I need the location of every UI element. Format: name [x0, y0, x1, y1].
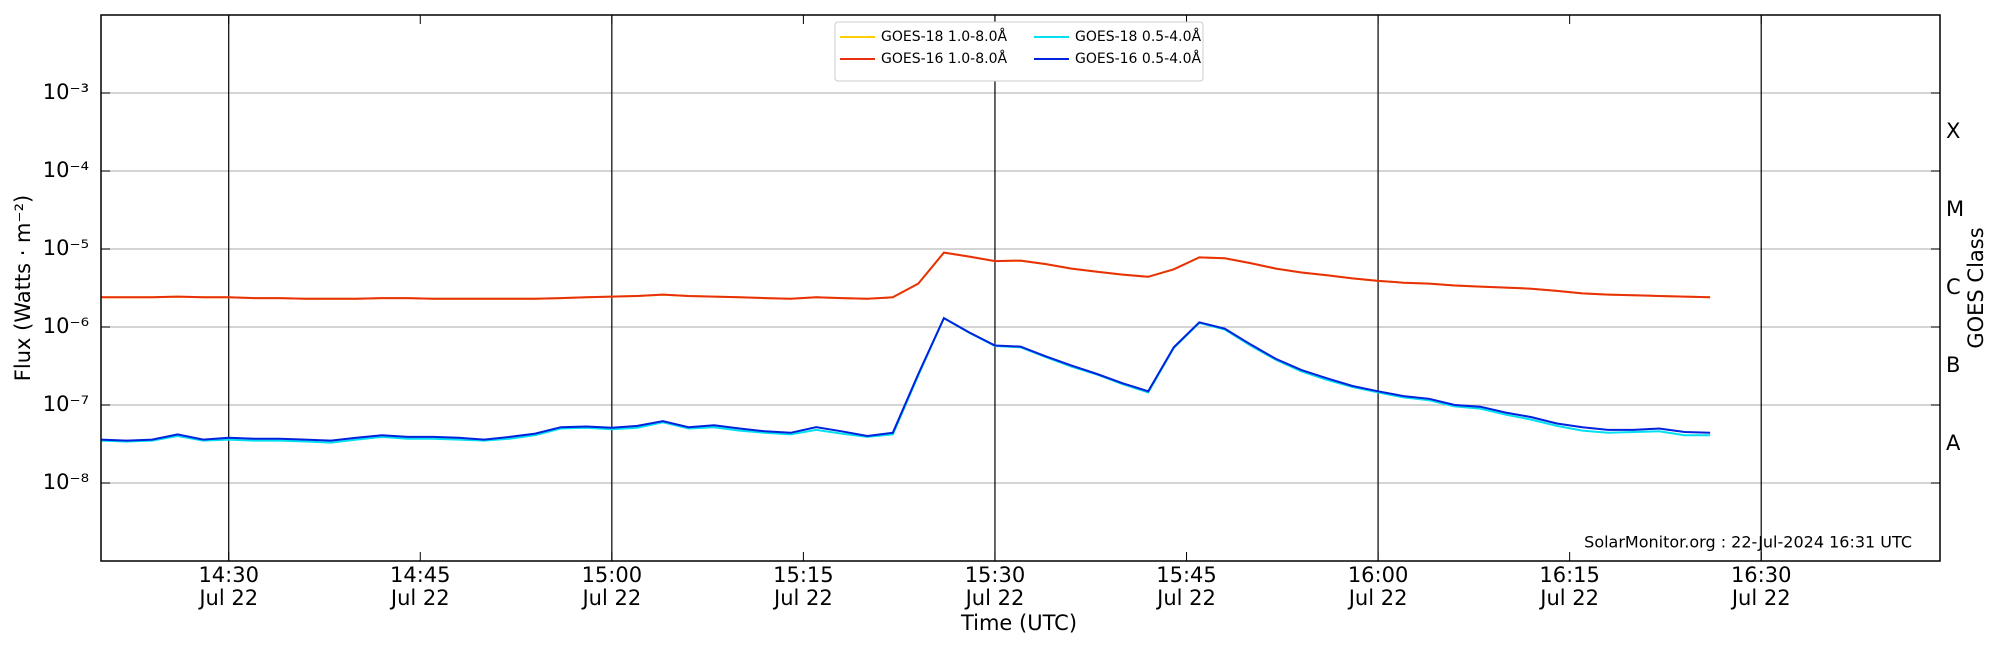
series-line [100, 316, 1711, 444]
x-tick-label: 14:30 [198, 563, 259, 587]
y2-axis-label: GOES Class [1964, 227, 1988, 348]
x-tick-label: 16:15 [1539, 563, 1600, 587]
legend-label: GOES-18 1.0-8.0Å [881, 28, 1007, 45]
x-tick-label: 15:15 [773, 563, 834, 587]
x-tick-date: Jul 22 [389, 586, 450, 610]
series-line [100, 316, 1711, 442]
x-tick-date: Jul 22 [1347, 586, 1408, 610]
y-axis-label: Flux (Watts · m⁻²) [11, 195, 35, 381]
series-line [101, 251, 1711, 300]
x-tick-label: 15:45 [1156, 563, 1217, 587]
legend-label: GOES-18 0.5-4.0Å [1075, 28, 1201, 45]
y-tick-label: 10⁻⁵ [43, 236, 89, 260]
x-tick-label: 16:00 [1348, 563, 1409, 587]
legend-label: GOES-16 1.0-8.0Å [881, 50, 1007, 67]
plot-frame [100, 14, 1941, 562]
x-tick-date: Jul 22 [772, 586, 833, 610]
y2-tick-label: B [1946, 353, 1960, 377]
legend: GOES-18 1.0-8.0Å GOES-16 1.0-8.0Å GOES-18 … [834, 21, 1204, 82]
annotation: SolarMonitor.org : 22-Jul-2024 16:31 UTC [1584, 533, 1912, 552]
x-axis-label: Time (UTC) [960, 611, 1077, 635]
y2-tick-label: X [1946, 119, 1960, 143]
x-tick-date: Jul 22 [580, 586, 641, 610]
x-tick-label: 15:00 [582, 563, 643, 587]
series-line [101, 251, 1711, 300]
legend-box [834, 21, 1204, 82]
x-tick-label: 15:30 [965, 563, 1026, 587]
legend-label: GOES-16 0.5-4.0Å [1075, 50, 1201, 67]
x-tick-label: 14:45 [390, 563, 451, 587]
x-tick-date: Jul 22 [1538, 586, 1599, 610]
y2-tick-label: A [1946, 431, 1961, 455]
y2-tick-label: M [1946, 197, 1964, 221]
x-tick-label: 16:30 [1731, 563, 1792, 587]
y-tick-label: 10⁻³ [43, 80, 89, 104]
x-tick-date: Jul 22 [964, 586, 1025, 610]
x-tick-date: Jul 22 [1730, 586, 1791, 610]
x-tick-date: Jul 22 [197, 586, 258, 610]
y-tick-label: 10⁻⁷ [43, 392, 89, 416]
y-tick-label: 10⁻⁶ [43, 314, 89, 338]
y2-tick-label: C [1946, 275, 1961, 299]
y-tick-label: 10⁻⁸ [43, 470, 89, 494]
y-tick-label: 10⁻⁴ [43, 158, 89, 182]
x-tick-date: Jul 22 [1155, 586, 1216, 610]
